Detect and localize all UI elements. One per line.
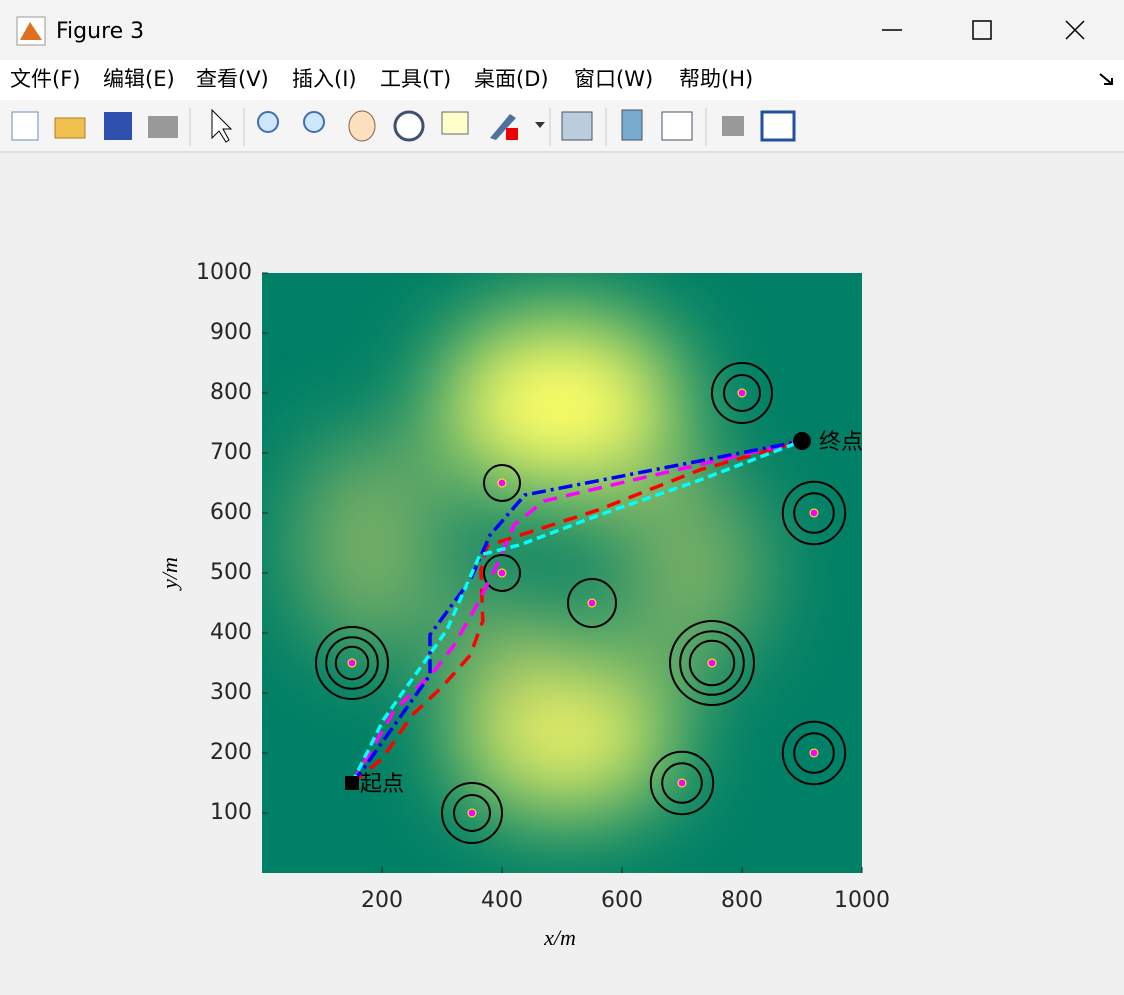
threat-ring [661, 762, 703, 804]
route-line [350, 439, 803, 785]
print-icon[interactable] [148, 116, 178, 138]
y-tick-label: 200 [210, 740, 252, 765]
dock-icon[interactable] [760, 110, 796, 142]
y-tick-label: 800 [210, 380, 252, 405]
maximize-button[interactable] [972, 20, 992, 40]
save-icon[interactable] [104, 112, 132, 140]
title-bar [0, 0, 1124, 60]
brush-icon[interactable] [490, 114, 516, 140]
datatip-icon[interactable] [441, 111, 469, 135]
threat-ring [781, 480, 847, 546]
end-marker [793, 432, 811, 450]
rotate-icon[interactable] [393, 110, 425, 142]
link-icon[interactable] [561, 111, 593, 141]
menu-item[interactable]: 桌面(D) [474, 67, 549, 91]
close-button[interactable] [1065, 20, 1085, 40]
threat-center [707, 658, 717, 668]
y-tick-label: 700 [210, 440, 252, 465]
threat-center [497, 478, 507, 488]
window-title: Figure 3 [56, 19, 144, 44]
open-icon[interactable] [54, 117, 86, 139]
threat-ring [334, 645, 370, 681]
threat-ring [781, 720, 847, 786]
zoom-out-icon[interactable] [303, 111, 325, 133]
threat-ring [441, 782, 503, 844]
y-tick-label: 300 [210, 680, 252, 705]
x-tick-label: 800 [721, 888, 763, 913]
threat-center [347, 658, 357, 668]
threat-ring [711, 362, 773, 424]
threat-ring [315, 626, 389, 700]
new-icon[interactable] [11, 111, 39, 141]
route-line [350, 439, 803, 785]
y-tick-label: 500 [210, 560, 252, 585]
threat-center [467, 808, 477, 818]
menu-item[interactable]: 帮助(H) [679, 67, 753, 91]
threat-center [587, 598, 597, 608]
menu-item[interactable]: 查看(V) [196, 67, 269, 91]
threat-ring [688, 639, 736, 687]
y-tick-label: 400 [210, 620, 252, 645]
x-axis-label: x/m [543, 925, 576, 950]
y-tick-label: 100 [210, 800, 252, 825]
threat-ring [453, 794, 491, 832]
threat-ring [325, 636, 379, 690]
colorbar-icon[interactable] [621, 109, 643, 141]
threat-ring [723, 374, 761, 412]
menu-expand[interactable] [1099, 73, 1113, 85]
legend-icon[interactable] [661, 111, 693, 141]
menu-item[interactable]: 文件(F) [10, 67, 80, 91]
threat-ring [679, 630, 745, 696]
brush-dropdown[interactable] [535, 122, 545, 128]
threat-ring [483, 464, 521, 502]
app-icon [16, 16, 46, 46]
threat-ring [669, 620, 755, 706]
threat-ring [649, 750, 715, 816]
zoom-in-icon[interactable] [257, 111, 279, 133]
threat-center [809, 508, 819, 518]
y-axis-label: y/m [157, 557, 182, 591]
threat-center [677, 778, 687, 788]
x-tick-label: 600 [601, 888, 643, 913]
route-line [350, 439, 803, 784]
route-line [350, 439, 803, 784]
y-tick-label: 1000 [196, 260, 252, 285]
threat-center [737, 388, 747, 398]
toolbar-icons [11, 108, 796, 143]
menu-item[interactable]: 工具(T) [380, 67, 451, 91]
menu-bar [0, 60, 1124, 100]
threat-center [809, 748, 819, 758]
menu-item[interactable]: 编辑(E) [103, 67, 175, 91]
x-tick-label: 200 [361, 888, 403, 913]
hide-tools-icon[interactable] [722, 116, 744, 136]
threat-center [497, 568, 507, 578]
x-tick-label: 1000 [834, 888, 890, 913]
select-icon[interactable] [211, 108, 233, 143]
start-marker [345, 776, 359, 790]
threat-ring [483, 554, 521, 592]
menu-item[interactable]: 插入(I) [292, 67, 357, 91]
end-label: 终点 [819, 430, 863, 455]
menu: 文件(F) 编辑(E) 查看(V) 插入(I) 工具(T) 桌面(D) 窗口(W) 帮助(H) [10, 67, 753, 91]
threat-ring [567, 578, 617, 628]
threat-ring [793, 492, 835, 534]
y-tick-label: 900 [210, 320, 252, 345]
brush-color [506, 128, 518, 140]
x-tick-label: 400 [481, 888, 523, 913]
menu-item[interactable]: 窗口(W) [574, 67, 653, 91]
y-tick-label: 600 [210, 500, 252, 525]
pan-icon[interactable] [348, 110, 376, 142]
plot-area: 200 400 600 800 1000 100 200 300 400 500 600 700 800… [196, 260, 890, 913]
heatmap [262, 273, 862, 873]
start-label: 起点 [360, 772, 404, 797]
threat-ring [793, 732, 835, 774]
